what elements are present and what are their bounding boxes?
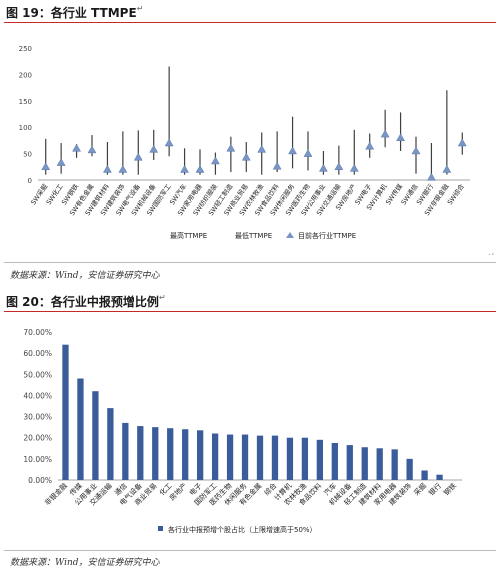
current-marker-SW医药生物 xyxy=(303,149,313,157)
y-tick-label: 10.00% xyxy=(23,455,52,464)
fig20-title: 图 20：各行业中报预增比例 ↵ xyxy=(6,293,166,309)
bar-建筑装饰 xyxy=(406,458,413,480)
bar-轻工制造 xyxy=(361,447,368,480)
bar-家用电器 xyxy=(391,449,398,480)
legend-swatch xyxy=(158,526,163,531)
bar-交通运输 xyxy=(107,408,114,480)
bar-建筑材料 xyxy=(376,448,383,480)
x-tick-label: 采掘 xyxy=(412,481,428,497)
current-marker-SW钢铁 xyxy=(72,143,82,152)
current-marker-SW建筑材料 xyxy=(102,164,112,173)
paragraph-mark: ↵ xyxy=(158,293,166,302)
current-marker-SW电子 xyxy=(365,141,375,150)
legend-label: 各行业中报预增个股占比（上限增速高于50%） xyxy=(168,525,317,534)
y-tick-label: 50 xyxy=(23,151,32,159)
bar-电气设备 xyxy=(137,426,144,480)
y-tick-label: 60.00% xyxy=(23,349,52,358)
current-marker-SW汽车 xyxy=(180,164,190,173)
y-tick-label: 0 xyxy=(28,177,32,185)
fig20-bottom-rule xyxy=(4,550,496,551)
current-marker-SW房地产 xyxy=(349,163,359,172)
current-marker-SW计算机 xyxy=(380,129,390,138)
bar-食品饮料 xyxy=(316,439,323,480)
current-marker-SW轻工制造 xyxy=(226,143,236,152)
current-marker-SW通信 xyxy=(411,146,421,155)
legend-marker-current xyxy=(286,232,294,238)
bar-休闲服务 xyxy=(241,434,249,480)
current-marker-SW非银金融 xyxy=(442,164,452,173)
current-marker-SW有色金属 xyxy=(87,145,97,154)
y-tick-label: 100 xyxy=(19,124,32,132)
y-tick-label: 200 xyxy=(19,71,32,79)
y-tick-label: 0.00% xyxy=(28,476,52,485)
y-tick-label: 20.00% xyxy=(23,434,52,443)
fig20-source: 数据来源：Wind，安信证券研究中心 xyxy=(10,558,160,568)
bar-电子 xyxy=(197,430,204,480)
bar-通信 xyxy=(122,422,129,480)
legend-label-1: 最低TTMPE xyxy=(235,231,272,240)
current-marker-SW化工 xyxy=(56,158,66,166)
bar-商业贸易 xyxy=(152,427,159,480)
y-tick-label: 150 xyxy=(19,98,32,106)
bar-银行 xyxy=(436,474,443,480)
current-marker-SW建筑装饰 xyxy=(118,164,128,173)
current-marker-SW交通运输 xyxy=(334,162,344,171)
fig19-rule xyxy=(4,22,496,23)
x-tick-label: 房地产 xyxy=(167,481,188,502)
current-marker-SW银行 xyxy=(426,172,436,181)
y-tick-label: 40.00% xyxy=(23,391,52,400)
bar-传媒 xyxy=(77,378,84,480)
bar-有色金属 xyxy=(256,435,264,480)
bar-公用事业 xyxy=(92,391,99,480)
current-marker-SW机械设备 xyxy=(149,144,159,153)
current-marker-SW电气设备 xyxy=(133,152,143,161)
current-marker-SW食品饮料 xyxy=(272,161,282,170)
y-tick-label: 30.00% xyxy=(23,413,52,422)
x-tick-label: 钢铁 xyxy=(442,481,458,497)
current-marker-SW公用事业 xyxy=(318,163,328,172)
y-tick-label: 70.00% xyxy=(23,328,52,337)
bar-化工 xyxy=(167,428,174,480)
paragraph-mark: ↵ xyxy=(136,4,144,13)
x-tick-label: 银行 xyxy=(427,481,443,497)
ttmpe-range-chart: 050100150200250SW采掘SW化工SW钢铁SW有色金属SW建筑材料S… xyxy=(19,45,495,255)
y-tick-label: 50.00% xyxy=(23,370,52,379)
current-marker-SW综合 xyxy=(457,138,467,147)
bar-房地产 xyxy=(182,429,189,480)
bar-综合 xyxy=(271,435,279,480)
bar-计算机 xyxy=(286,437,294,480)
bar-机械设备 xyxy=(346,445,353,480)
current-marker-SW传媒 xyxy=(396,133,406,142)
fig19-title: 图 19：各行业 TTMPE ↵ xyxy=(6,4,144,20)
y-tick-label: 250 xyxy=(19,45,32,53)
bar-国防军工 xyxy=(211,433,219,480)
legend-label-2: 目前各行业TTMPE xyxy=(298,231,356,240)
current-marker-SW采掘 xyxy=(41,162,51,171)
legend-label-0: 最高TTMPE xyxy=(170,231,207,240)
bar-医药生物 xyxy=(226,434,234,480)
preannounce-increase-bar-chart: 0.00% 10.00% 20.00% 30.00% 40.00% 50.00% 60.00… xyxy=(23,328,462,534)
current-marker-SW纺织服装 xyxy=(210,156,220,165)
current-marker-SW休闲服务 xyxy=(288,146,298,155)
fig20-rule xyxy=(4,311,496,312)
corner-mark: ↵ xyxy=(488,251,495,255)
bar-非银金融 xyxy=(62,344,69,480)
bar-农林牧渔 xyxy=(301,437,309,480)
current-marker-SW国防军工 xyxy=(164,138,174,147)
current-marker-SW家用电器 xyxy=(195,164,205,173)
fig19-source: 数据来源：Wind，安信证券研究中心 xyxy=(10,271,160,281)
current-marker-SW农林牧渔 xyxy=(257,144,267,153)
x-tick-label: SW综合 xyxy=(445,182,466,207)
current-marker-SW商业贸易 xyxy=(241,152,251,161)
bar-汽车 xyxy=(331,443,338,480)
bar-采掘 xyxy=(421,470,428,480)
fig19-bottom-rule xyxy=(4,262,496,263)
